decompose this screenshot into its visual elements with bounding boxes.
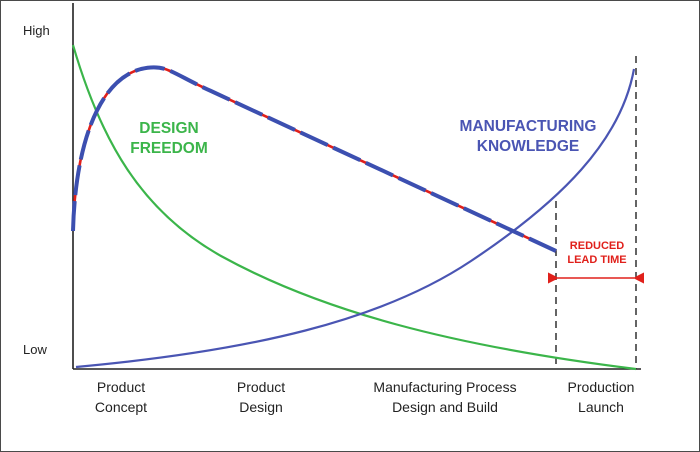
design-freedom-label-line1: DESIGN [139,120,198,137]
stage-production-launch-line1: Production [568,379,635,395]
reduced-lead-time-label-line1: REDUCED [570,240,624,252]
manufacturing-knowledge-curve [75,68,636,369]
design-freedom-curve [71,44,637,371]
y-axis-low-label: Low [23,342,47,357]
stage-production-launch-line2: Launch [578,399,624,415]
reduced-curve-dashed [71,65,557,253]
stage-product-concept-line2: Concept [95,399,147,415]
design-freedom-label-line2: FREEDOM [130,140,208,157]
y-axis-high-label: High [23,23,50,38]
stage-product-concept-line1: Product [97,379,145,395]
stage-manufacturing-line2: Design and Build [392,399,498,415]
manufacturing-knowledge-label-line1: MANUFACTURING [460,118,597,135]
stage-product-design-line1: Product [237,379,285,395]
stage-manufacturing-line1: Manufacturing Process [373,379,516,395]
reduced-curve-red [71,65,557,253]
reduced-lead-time-label-line2: LEAD TIME [567,254,626,266]
stage-product-design-line2: Design [239,399,283,415]
manufacturing-knowledge-label-line2: KNOWLEDGE [477,138,579,155]
